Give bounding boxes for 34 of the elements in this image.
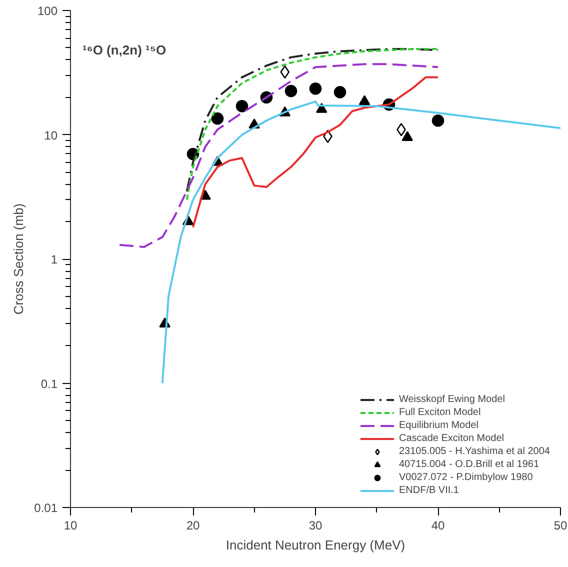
x-tick-label: 40 [431,518,445,532]
y-tick-label: 10 [44,128,58,142]
y-tick-label: 0.01 [34,501,58,515]
y-tick-label: 100 [37,4,58,18]
x-tick-label: 10 [64,518,78,532]
y-tick-label: 0.1 [40,376,58,391]
line-series [161,100,560,384]
y-axis-title: Cross Section (mb) [11,203,26,315]
point [402,131,414,142]
legend-label: Weisskopf Ewing Model [398,393,505,406]
point [236,100,248,112]
point [211,112,224,125]
y-tick-label: 1 [50,252,58,266]
legend-label: 23105.005 - H.Yashima et al 2004 [398,445,550,458]
x-axis-title: Incident Neutron Energy (MeV) [226,538,406,552]
x-tick-label: 20 [186,518,200,532]
line-series [192,76,439,228]
point [334,86,346,98]
legend-label: Cascade Exciton Model [398,432,504,445]
x-tick-label: 50 [554,518,568,532]
legend-label: V0027.072 - P.Dimbylow 1980 [398,471,533,484]
x-tick-label: 30 [308,518,322,532]
point [432,114,444,127]
point [309,82,322,95]
point [284,84,298,98]
legend-label: ENDF/B VII.1 [398,484,459,497]
point [280,65,290,79]
text: ¹⁶O (n,2n) ¹⁵O [82,42,166,58]
point [316,102,328,113]
legend-label: 40715.004 - O.D.Brill et al 1961 [398,458,540,471]
line-series [118,63,439,248]
legend-label: Full Exciton Model [398,406,481,419]
legend-label: Equilibrium Model [398,419,478,432]
point [358,95,370,106]
